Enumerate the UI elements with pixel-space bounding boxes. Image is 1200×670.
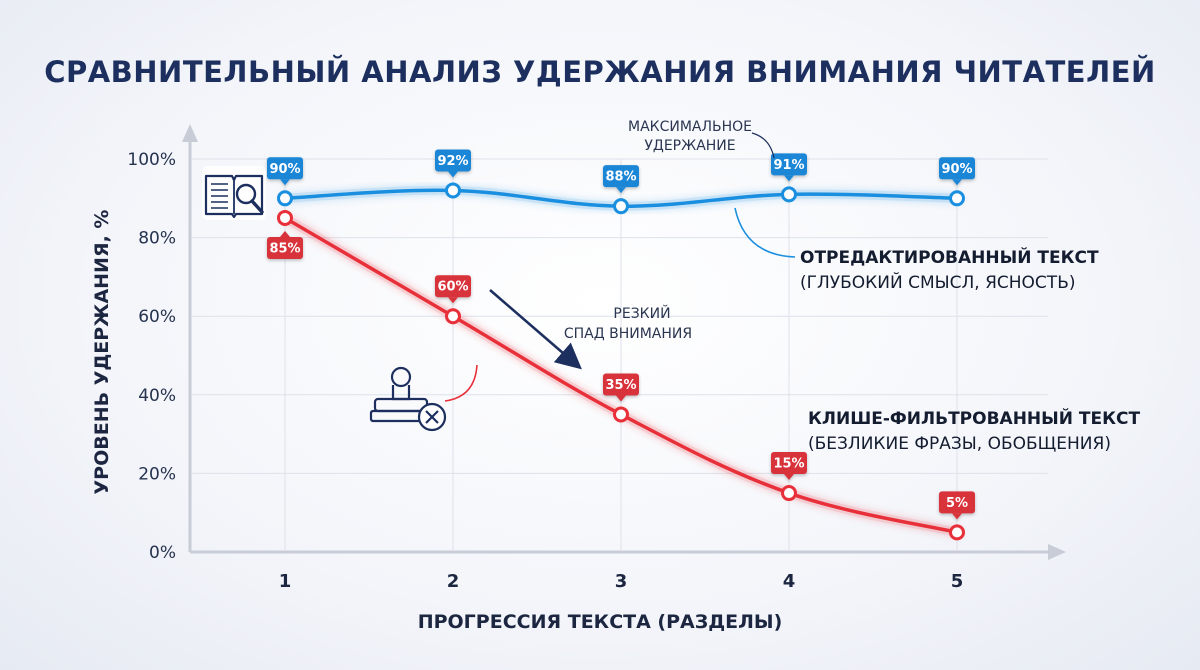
- data-point: [949, 524, 965, 541]
- data-point: [613, 406, 629, 423]
- annotation-max-leader: [751, 132, 775, 159]
- grid: [192, 158, 1048, 550]
- y-ticks: 0% 20% 40% 60% 80% 100%: [127, 150, 176, 563]
- data-label: 15%: [773, 457, 804, 472]
- x-axis-arrow: [1048, 544, 1066, 560]
- data-label-pointer: [784, 175, 794, 182]
- annotation-max-line2: УДЕРЖАНИЕ: [644, 138, 735, 154]
- data-label-bg: [603, 373, 639, 396]
- data-label-bg: [435, 275, 471, 298]
- x-tick-label: 5: [951, 571, 964, 592]
- data-label-pointer: [448, 171, 458, 178]
- annotation-drop-line1: РЕЗКИЙ: [613, 304, 670, 322]
- book-magnifier-icon: [202, 166, 266, 220]
- data-label: 60%: [437, 280, 468, 295]
- data-label: 92%: [437, 154, 468, 169]
- data-label-pointer: [952, 513, 962, 520]
- y-tick-label: 40%: [138, 386, 176, 406]
- data-label: 35%: [605, 378, 636, 393]
- data-label-bg: [771, 153, 807, 176]
- y-axis-arrow: [182, 124, 198, 142]
- data-label-pointer: [616, 187, 626, 194]
- data-label: 90%: [269, 162, 300, 177]
- x-tick-label: 4: [783, 571, 796, 592]
- data-label-bg: [771, 452, 807, 475]
- data-label-pointer: [280, 179, 290, 186]
- y-tick-label: 100%: [127, 150, 176, 170]
- legend-edited-desc: (ГЛУБОКИЙ СМЫСЛ, ЯСНОСТЬ): [800, 271, 1076, 293]
- y-tick-label: 20%: [138, 464, 176, 484]
- data-label-bg: [435, 149, 471, 172]
- data-point: [781, 186, 797, 203]
- data-label: 91%: [773, 158, 804, 173]
- data-label-badge: [435, 275, 471, 304]
- data-label-bg: [267, 236, 303, 259]
- data-label-pointer: [616, 395, 626, 402]
- data-label-badge: [603, 165, 639, 194]
- annotation-drop-line2: СПАД ВНИМАНИЯ: [564, 326, 692, 342]
- data-label-pointer: [280, 230, 290, 237]
- data-label: 85%: [269, 241, 300, 256]
- stamp-reject-icon: [369, 364, 478, 432]
- data-label-pointer: [448, 297, 458, 304]
- annotation-drop-arrow: [489, 289, 582, 370]
- data-label-bg: [603, 165, 639, 188]
- data-point: [277, 209, 293, 226]
- data-label-pointer: [952, 179, 962, 186]
- x-tick-label: 2: [447, 571, 460, 592]
- y-axis-label: УРОВЕНЬ УДЕРЖАНИЯ, %: [91, 210, 113, 495]
- series-group: 90% 92% 88% 91% 90% 85% 60% 35% 15% 5%: [267, 149, 975, 541]
- data-label-badge: [939, 157, 975, 186]
- annotation-max-line1: МАКСИМАЛЬНОЕ: [628, 119, 752, 135]
- data-label-badge: [435, 149, 471, 178]
- x-tick-label: 1: [279, 571, 292, 592]
- legend-edited-leader: [734, 207, 796, 258]
- y-tick-label: 0%: [149, 543, 176, 563]
- data-label-bg: [267, 157, 303, 180]
- y-tick-label: 60%: [138, 307, 176, 327]
- legend-edited-name: ОТРЕДАКТИРОВАННЫЙ ТЕКСТ: [800, 246, 1099, 268]
- x-axis-label: ПРОГРЕССИЯ ТЕКСТА (РАЗДЕЛЫ): [418, 611, 783, 633]
- x-ticks: 1 2 3 4 5: [279, 571, 964, 592]
- series-edited: 90% 92% 88% 91% 90%: [267, 149, 975, 215]
- data-label-badge: [939, 491, 975, 520]
- data-label-badge: [771, 452, 807, 481]
- axes: [182, 124, 1066, 560]
- data-label-pointer: [784, 474, 794, 481]
- legend-edited: ОТРЕДАКТИРОВАННЫЙ ТЕКСТ (ГЛУБОКИЙ СМЫСЛ,…: [734, 207, 1099, 293]
- y-tick-label: 80%: [138, 229, 176, 249]
- data-point: [445, 308, 461, 325]
- legend-cliche-name: КЛИШЕ-ФИЛЬТРОВАННЫЙ ТЕКСТ: [808, 407, 1140, 429]
- annotation-max-retention: МАКСИМАЛЬНОЕ УДЕРЖАНИЕ: [628, 119, 775, 159]
- data-label: 5%: [946, 496, 968, 511]
- data-label-bg: [939, 157, 975, 180]
- data-point: [445, 182, 461, 199]
- data-label-badge: [267, 230, 303, 259]
- chart-title: СРАВНИТЕЛЬНЫЙ АНАЛИЗ УДЕРЖАНИЯ ВНИМАНИЯ …: [44, 55, 1156, 89]
- data-point: [949, 190, 965, 207]
- data-label: 88%: [605, 170, 636, 185]
- data-label-bg: [939, 491, 975, 514]
- data-label-badge: [771, 153, 807, 182]
- annotation-sharp-drop: РЕЗКИЙ СПАД ВНИМАНИЯ: [489, 289, 692, 370]
- legend-cliche: КЛИШЕ-ФИЛЬТРОВАННЫЙ ТЕКСТ (БЕЗЛИКИЕ ФРАЗ…: [808, 407, 1140, 454]
- x-tick-label: 3: [615, 571, 628, 592]
- data-point: [277, 190, 293, 207]
- data-point: [781, 485, 797, 502]
- data-label-badge: [603, 373, 639, 402]
- data-label: 90%: [941, 162, 972, 177]
- series-cliche: 85% 60% 35% 15% 5%: [267, 209, 975, 541]
- data-point: [613, 198, 629, 215]
- data-label-badge: [267, 157, 303, 186]
- legend-cliche-desc: (БЕЗЛИКИЕ ФРАЗЫ, ОБОБЩЕНИЯ): [808, 434, 1111, 454]
